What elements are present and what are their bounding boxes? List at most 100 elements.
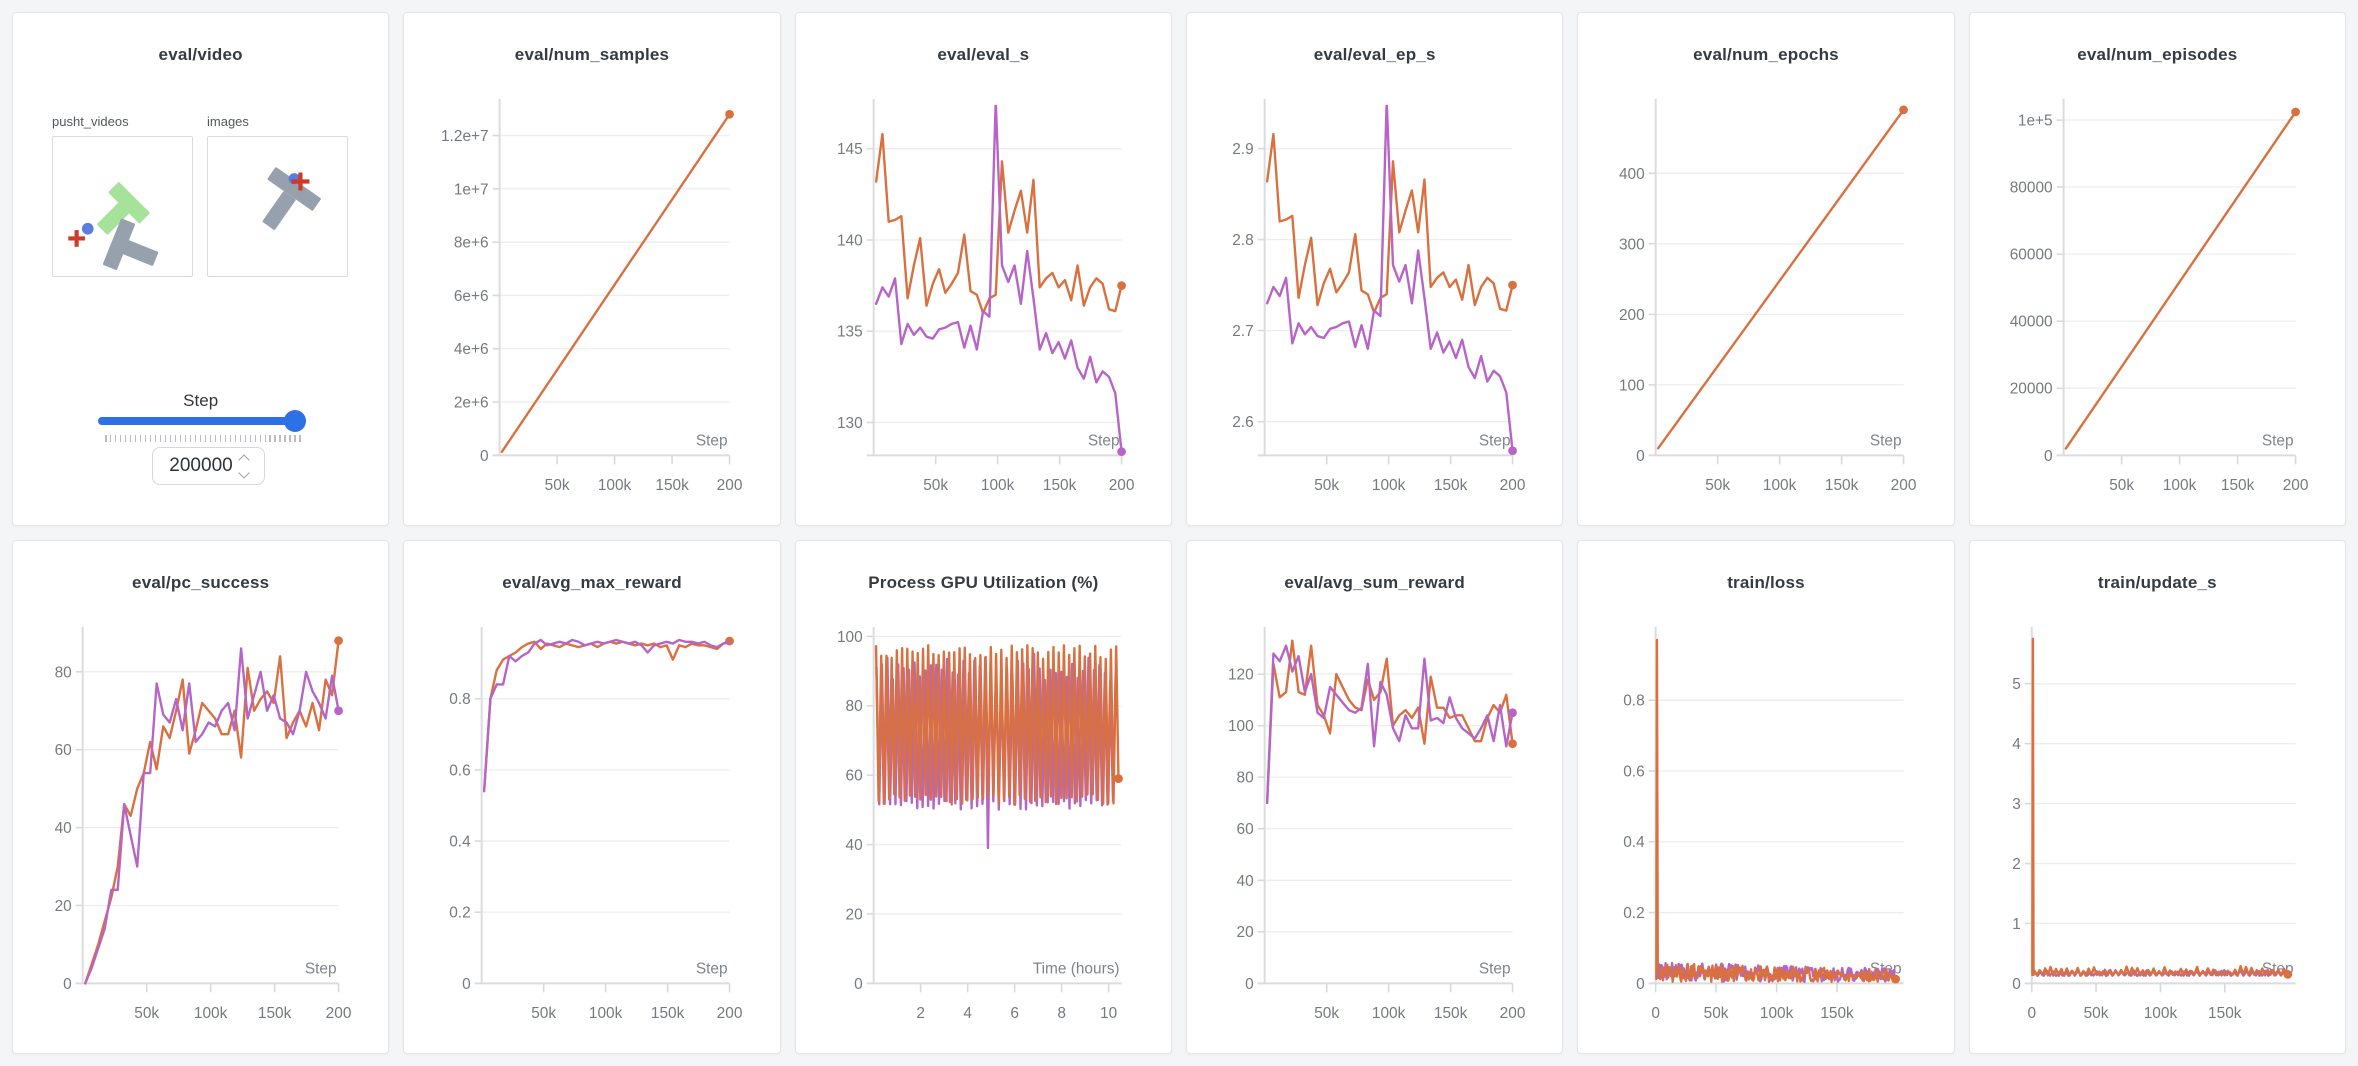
x-tick-label: 200	[717, 477, 743, 494]
series-line-run-purple[interactable]	[1265, 101, 1514, 452]
goal-cross-icon	[68, 230, 85, 247]
series-line-run-orange[interactable]	[84, 639, 340, 985]
y-tick-label: 120	[1228, 667, 1254, 684]
series-line-run-orange[interactable]	[1655, 638, 1898, 984]
x-tick-label: 50k	[2109, 477, 2134, 494]
x-axis-title: Step	[696, 432, 728, 449]
y-tick-label: 2.7	[1232, 323, 1253, 340]
y-tick-label: 20000	[2009, 381, 2052, 398]
y-tick-label: 0.2	[1624, 905, 1645, 922]
y-tick-label: 80000	[2009, 180, 2052, 197]
images-thumbnail[interactable]	[207, 136, 348, 277]
x-tick-label: 50k	[923, 477, 948, 494]
chart-eval-avg-sum-reward[interactable]: 0 20 40 60 80 100 120 50k 100k 150k 200 Step	[1187, 615, 1562, 1054]
y-tick-label: 300	[1619, 236, 1645, 253]
step-slider-ruler	[105, 435, 301, 442]
y-tick-label: 100	[837, 629, 863, 646]
y-tick-label: 80	[55, 664, 72, 681]
spin-up-icon[interactable]	[238, 453, 250, 466]
series-line-run-purple[interactable]	[84, 647, 340, 985]
y-tick-label: 20	[1237, 924, 1254, 941]
y-tick-label: 20	[845, 906, 862, 923]
gray-t-shape	[102, 218, 159, 270]
x-tick-label: 100k	[1372, 1005, 1406, 1022]
series-end-dot-run-orange	[334, 636, 343, 646]
pusht-video-thumbnail[interactable]	[52, 136, 193, 277]
y-tick-label: 0	[1636, 976, 1645, 993]
series-line-run-orange[interactable]	[483, 639, 732, 793]
chart-title: Process GPU Utilization (%)	[868, 573, 1099, 592]
x-tick-label: 50k	[2083, 1005, 2108, 1022]
x-tick-label: 6	[1010, 1005, 1019, 1022]
x-tick-label: 100k	[981, 477, 1015, 494]
y-tick-label: 4e+6	[454, 341, 489, 358]
chart-eval-avg-max-reward[interactable]: 0 0.2 0.4 0.6 0.8 50k 100k 150k 200 Step	[404, 615, 779, 1054]
series-line-run-orange[interactable]	[2030, 637, 2289, 977]
series-line-run-purple[interactable]	[483, 638, 732, 793]
y-tick-label: 1	[2012, 916, 2021, 933]
y-tick-label: 2.6	[1232, 414, 1253, 431]
step-input[interactable]: 200000	[152, 447, 265, 485]
chart-title: eval/avg_max_reward	[502, 573, 682, 592]
series-line-run-purple[interactable]	[874, 101, 1123, 453]
y-tick-label: 60	[845, 768, 862, 785]
x-tick-label: 100k	[2163, 477, 2197, 494]
series-end-dot-run-orange	[2283, 970, 2292, 979]
step-slider-knob[interactable]	[284, 410, 306, 432]
x-tick-label: 50k	[1314, 1005, 1339, 1022]
y-tick-label: 2	[2012, 856, 2021, 873]
panel-eval-pc-success: eval/pc_success 0 20 40 60 80 50k 100k 150k 200 S…	[12, 540, 390, 1054]
chart-eval-eval-ep-s[interactable]: 2.6 2.7 2.8 2.9 50k 100k 150k 200 Step	[1187, 87, 1562, 526]
x-axis-title: Step	[305, 960, 337, 977]
series-end-dot-run-orange	[1113, 774, 1123, 784]
y-tick-label: 40	[1237, 873, 1254, 890]
y-tick-label: 0	[480, 448, 489, 465]
spin-down-icon[interactable]	[238, 466, 250, 479]
x-tick-label: 200	[1891, 477, 1917, 494]
chart-eval-pc-success[interactable]: 0 20 40 60 80 50k 100k 150k 200 Step	[13, 615, 388, 1054]
chart-title: eval/pc_success	[132, 573, 270, 592]
x-tick-label: 150k	[656, 477, 690, 494]
panel-eval-video: eval/video pusht_videos images	[12, 12, 390, 526]
panel-process-gpu-utilization: Process GPU Utilization (%) 0 20 40 60 80 100…	[794, 540, 1172, 1054]
series-line-run-orange[interactable]	[874, 644, 1120, 806]
x-tick-label: 200	[1500, 1005, 1526, 1022]
x-tick-label: 50k	[1704, 1005, 1729, 1022]
y-tick-label: 0	[63, 976, 72, 993]
chart-eval-num-samples[interactable]: 0 2e+6 4e+6 6e+6 8e+6 1e+7 1.2e+7 50k 100k 150k 20…	[404, 87, 779, 526]
x-tick-label: 200	[717, 1005, 743, 1022]
chart-eval-eval-s[interactable]: 130 135 140 145 50k 100k 150k 200 Step	[796, 87, 1171, 526]
y-tick-label: 0	[854, 976, 863, 993]
x-axis-title: Step	[1087, 432, 1119, 449]
chart-eval-num-epochs[interactable]: 0 100 200 300 400 50k 100k 150k 200 Step	[1578, 87, 1953, 526]
y-tick-label: 0	[2012, 976, 2021, 993]
y-tick-label: 145	[837, 141, 863, 158]
y-tick-label: 135	[837, 324, 863, 341]
y-tick-label: 5	[2012, 676, 2021, 693]
series-end-dot-run-purple	[334, 706, 343, 716]
series-end-dot-run-orange	[1899, 105, 1909, 115]
series-line-run-purple[interactable]	[1265, 644, 1514, 805]
series-line-run-orange[interactable]	[1265, 639, 1514, 805]
image-scene	[262, 167, 321, 230]
x-tick-label: 100k	[589, 1005, 623, 1022]
series-end-dot-run-orange	[2290, 107, 2300, 117]
series-line-run-orange[interactable]	[2064, 110, 2297, 450]
chart-eval-num-episodes[interactable]: 0 20000 40000 60000 80000 1e+5 50k 100k 150k 200 S…	[1970, 87, 2345, 526]
series-line-run-orange[interactable]	[874, 132, 1123, 315]
y-tick-label: 100	[1619, 377, 1645, 394]
y-tick-label: 1.2e+7	[441, 128, 489, 145]
y-tick-label: 20	[55, 898, 72, 915]
series-line-run-orange[interactable]	[1657, 108, 1906, 450]
series-line-run-orange[interactable]	[1265, 132, 1514, 314]
chart-process-gpu-utilization[interactable]: 0 20 40 60 80 100 2 4 6 8 10 Time (hours)	[796, 615, 1171, 1054]
y-tick-label: 0.4	[1624, 834, 1646, 851]
series-line-run-orange[interactable]	[500, 113, 732, 454]
x-tick-label: 0	[2027, 1005, 2036, 1022]
y-tick-label: 130	[837, 415, 863, 432]
y-tick-label: 6e+6	[454, 288, 489, 305]
x-axis-title: Step	[1479, 432, 1511, 449]
step-slider[interactable]	[98, 417, 306, 425]
